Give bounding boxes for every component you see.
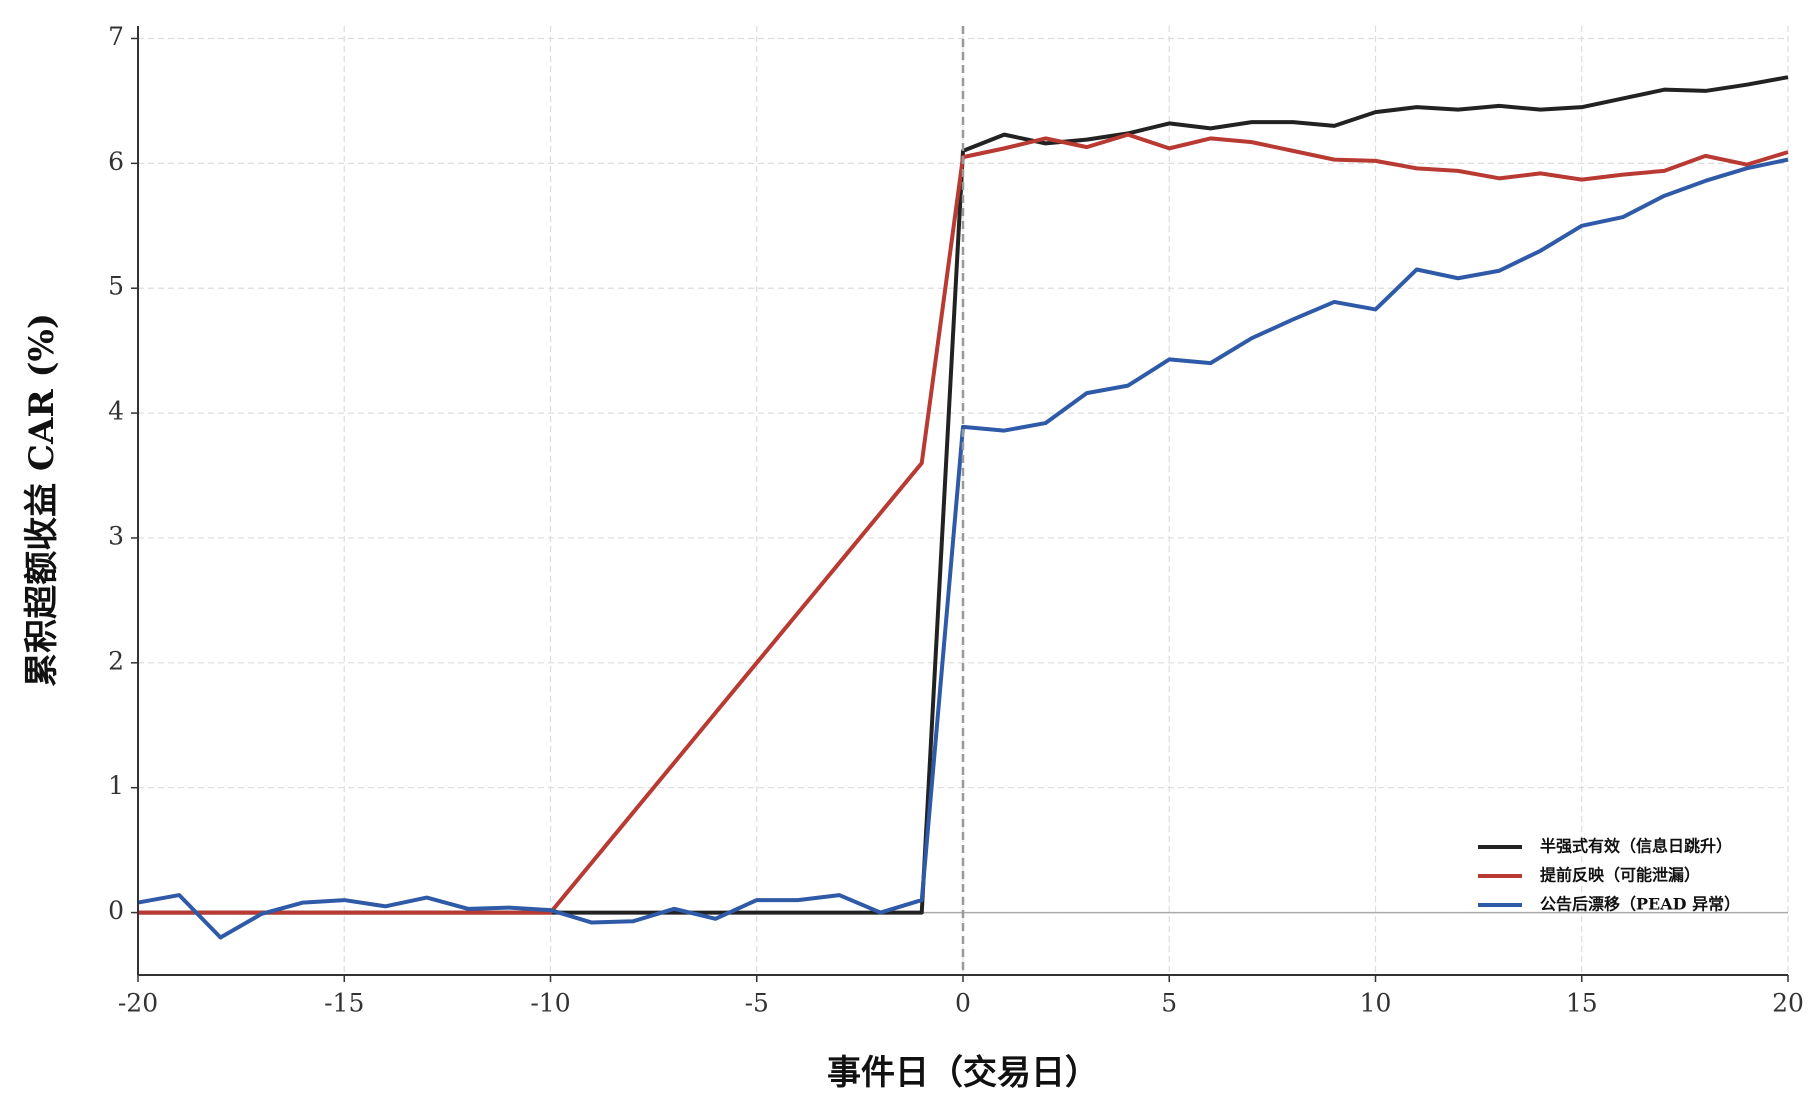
series-line xyxy=(137,157,1789,940)
legend-label: 提前反映（可能泄漏） xyxy=(1540,866,1700,885)
x-tick-label: -5 xyxy=(745,989,769,1018)
legend-label: 半强式有效（信息日跳升） xyxy=(1540,837,1732,856)
x-tick-label: 5 xyxy=(1161,989,1177,1018)
x-tick-label: 10 xyxy=(1360,989,1392,1018)
y-tick-label: 1 xyxy=(108,771,124,800)
x-tick-label: 15 xyxy=(1566,989,1598,1018)
y-tick-label: 6 xyxy=(108,147,124,176)
x-tick-label: -15 xyxy=(324,989,364,1018)
y-axis-label: 累积超额收益 CAR (%) xyxy=(22,313,62,687)
y-tick-label: 5 xyxy=(108,272,124,301)
x-tick-label: -10 xyxy=(530,989,570,1018)
legend-label: 公告后漂移（PEAD 异常） xyxy=(1540,895,1740,914)
y-tick-label: 4 xyxy=(108,397,124,426)
y-tick-label: 7 xyxy=(108,22,124,51)
x-axis-label: 事件日（交易日） xyxy=(827,1053,1099,1093)
y-tick-label: 0 xyxy=(108,896,124,925)
x-tick-label: 20 xyxy=(1772,989,1804,1018)
x-tick-label: 0 xyxy=(955,989,971,1018)
y-tick-label: 2 xyxy=(108,646,124,675)
y-tick-label: 3 xyxy=(108,521,124,550)
x-tick-label: -20 xyxy=(118,989,158,1018)
